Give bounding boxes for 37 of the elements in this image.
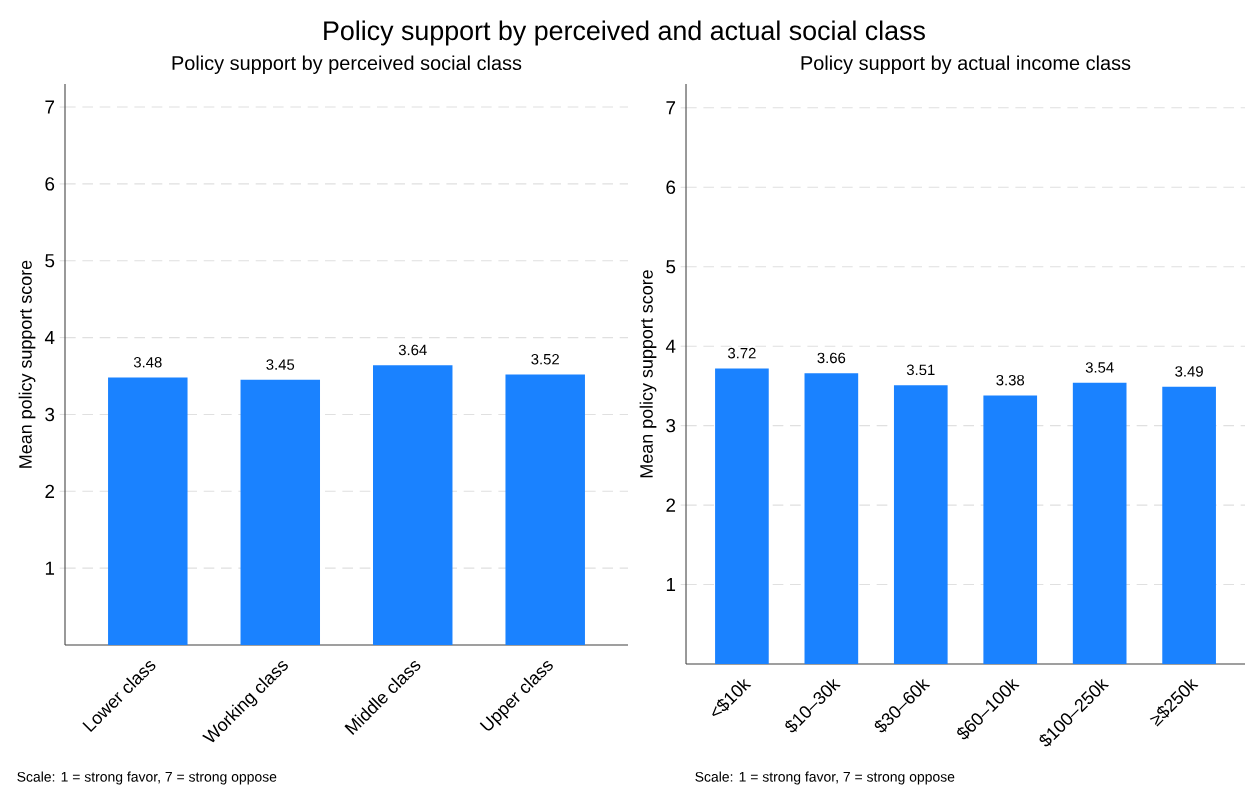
data-label: 3.48 [133,357,162,368]
y-tick-label: 2 [45,484,55,498]
y-tick-label: 4 [44,331,55,345]
y-tick-label: 5 [666,260,676,274]
data-label: 3.45 [266,359,295,370]
y-tick-label: 7 [666,101,676,115]
data-label: 3.64 [398,344,427,356]
y-tick-label: 6 [45,177,55,191]
chart-title: Policy support by perceived social class [172,55,522,74]
chart-title: Policy support by actual income class [801,55,1131,74]
y-tick-label: 1 [45,561,55,575]
bar [893,385,948,664]
data-label: 3.52 [531,353,559,365]
text: Scale: 1 = strong favor, 7 = strong oppose [17,771,277,785]
y-axis-title: Mean policy support score [18,260,36,468]
bar [715,368,769,664]
bar [983,395,1038,664]
y-tick-label: 4 [665,339,676,353]
y-tick-label: 5 [45,254,55,268]
data-label: 3.38 [996,374,1025,386]
text: Policy support by perceived and actual social class [324,20,925,46]
y-tick-label: 1 [666,578,676,592]
bar [1162,386,1216,664]
data-label: 3.54 [1085,362,1114,373]
y-tick-label: 2 [666,498,676,512]
data-label: 3.72 [727,347,756,359]
text: Scale: 1 = strong favor, 7 = strong oppose [695,771,955,785]
data-label: 3.66 [817,352,846,364]
y-tick-label: 3 [45,407,55,422]
bar [804,373,859,664]
data-label: 3.49 [1175,366,1203,377]
y-tick-label: 6 [666,180,676,194]
y-tick-label: 7 [45,100,55,114]
y-tick-label: 3 [666,418,676,433]
data-label: 3.51 [906,364,935,376]
y-axis-title: Mean policy support score [639,270,657,478]
bar [1072,382,1127,664]
